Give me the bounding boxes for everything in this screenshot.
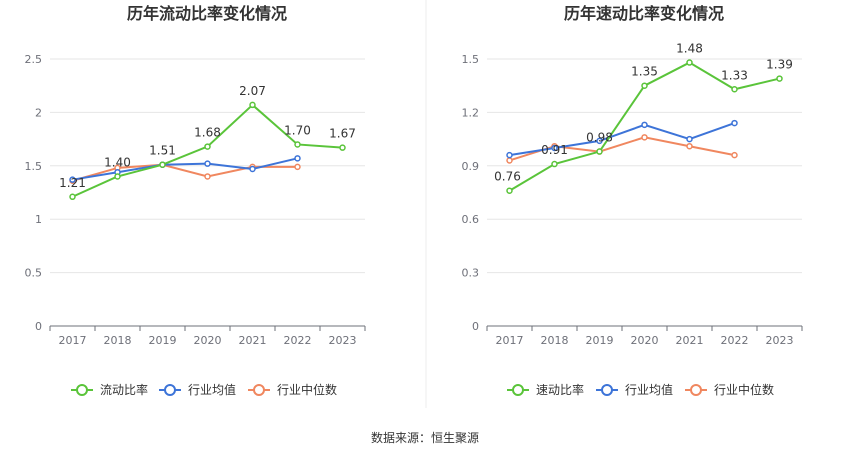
y-tick-label: 0.9 — [462, 160, 480, 173]
data-point — [294, 155, 301, 162]
data-point — [204, 173, 211, 180]
data-point — [69, 193, 76, 201]
y-tick-label: 1.5 — [462, 53, 480, 66]
legend-swatch-marker — [512, 384, 524, 396]
data-point — [686, 59, 693, 66]
y-tick-label: 1.5 — [25, 160, 43, 173]
y-tick-label: 2 — [35, 106, 42, 119]
data-label: 1.67 — [329, 127, 356, 141]
x-tick-label: 2019 — [586, 334, 614, 347]
series-line — [72, 157, 298, 181]
y-tick-label: 0 — [472, 320, 479, 333]
series-line — [509, 122, 735, 157]
chart-panel-quick-ratio: 历年速动比率变化情况 0 0.3 0.6 0.9 1.2 1.5 2017 2018 2019 20… — [462, 4, 803, 397]
legend-label: 行业均值 — [625, 382, 673, 397]
data-point — [204, 160, 211, 167]
x-tick-label: 2018 — [541, 334, 569, 347]
y-tick-label: 2.5 — [25, 53, 43, 66]
data-point — [69, 176, 76, 183]
data-label: 1.68 — [194, 126, 221, 140]
x-tick-label: 2023 — [329, 334, 357, 347]
x-tick-label: 2017 — [496, 334, 524, 347]
legend-swatch-marker — [601, 384, 613, 396]
legend-swatch-marker — [76, 384, 88, 396]
data-point — [596, 137, 603, 145]
x-tick-label: 2017 — [59, 334, 87, 347]
data-label: 0.98 — [586, 131, 613, 145]
legend-swatch-marker — [253, 384, 265, 396]
data-point — [339, 144, 346, 151]
data-point — [249, 101, 256, 109]
data-point — [641, 121, 648, 129]
data-point — [731, 151, 738, 159]
data-point — [686, 135, 693, 143]
legend-label: 行业中位数 — [714, 382, 774, 397]
data-label: 1.39 — [766, 58, 793, 72]
y-tick-label: 0.3 — [462, 267, 480, 280]
x-tick-label: 2021 — [676, 334, 704, 347]
data-label: 1.21 — [59, 176, 86, 190]
chart-title: 历年流动比率变化情况 — [127, 4, 287, 23]
x-tick-label: 2020 — [631, 334, 659, 347]
data-label: 1.35 — [631, 65, 658, 79]
x-tick-label: 2022 — [284, 334, 312, 347]
data-label: 1.48 — [676, 42, 703, 56]
data-point — [294, 163, 301, 171]
x-tick-label: 2023 — [766, 334, 794, 347]
data-label: 1.51 — [149, 144, 176, 158]
data-point — [641, 134, 648, 141]
data-point — [596, 148, 603, 155]
data-point — [686, 142, 693, 150]
x-tick-label: 2021 — [239, 334, 267, 347]
x-tick-label: 2018 — [104, 334, 132, 347]
x-tick-label: 2020 — [194, 334, 222, 347]
data-label: 1.40 — [104, 155, 131, 169]
data-point — [506, 157, 513, 164]
data-label: 1.70 — [284, 123, 311, 137]
data-point — [731, 86, 738, 93]
data-point — [551, 160, 558, 168]
legend-label: 流动比率 — [100, 382, 148, 397]
data-point — [641, 82, 648, 89]
legend-label: 行业均值 — [188, 382, 236, 397]
y-tick-label: 0.6 — [462, 213, 480, 226]
data-label: 0.91 — [541, 143, 568, 157]
source-note: 数据来源：恒生聚源 — [371, 430, 479, 445]
legend-swatch-marker — [164, 384, 176, 396]
data-point — [249, 165, 256, 173]
legend-swatch-marker — [690, 384, 702, 396]
data-label: 0.76 — [494, 170, 521, 184]
y-tick-label: 1.2 — [462, 106, 480, 119]
data-point — [506, 151, 513, 159]
y-tick-label: 0 — [35, 320, 42, 333]
data-point — [114, 173, 121, 180]
y-tick-label: 0.5 — [25, 267, 43, 280]
data-point — [731, 119, 738, 127]
series-line — [72, 103, 343, 198]
data-point — [159, 161, 166, 168]
data-point — [776, 75, 783, 82]
data-point — [551, 144, 558, 152]
legend-label: 行业中位数 — [277, 382, 337, 397]
data-label: 2.07 — [239, 84, 266, 98]
chart-panel-current-ratio: 历年流动比率变化情况 0 0.5 1 1.5 2 2.5 2017 2018 2019 2020 20… — [25, 4, 366, 397]
data-point — [294, 141, 301, 148]
x-tick-label: 2022 — [721, 334, 749, 347]
y-tick-label: 1 — [35, 213, 42, 226]
data-point — [506, 187, 513, 194]
chart-title: 历年速动比率变化情况 — [564, 4, 724, 23]
data-label: 1.33 — [721, 68, 748, 82]
data-point — [204, 143, 211, 150]
x-tick-label: 2019 — [149, 334, 177, 347]
legend-label: 速动比率 — [536, 382, 584, 397]
